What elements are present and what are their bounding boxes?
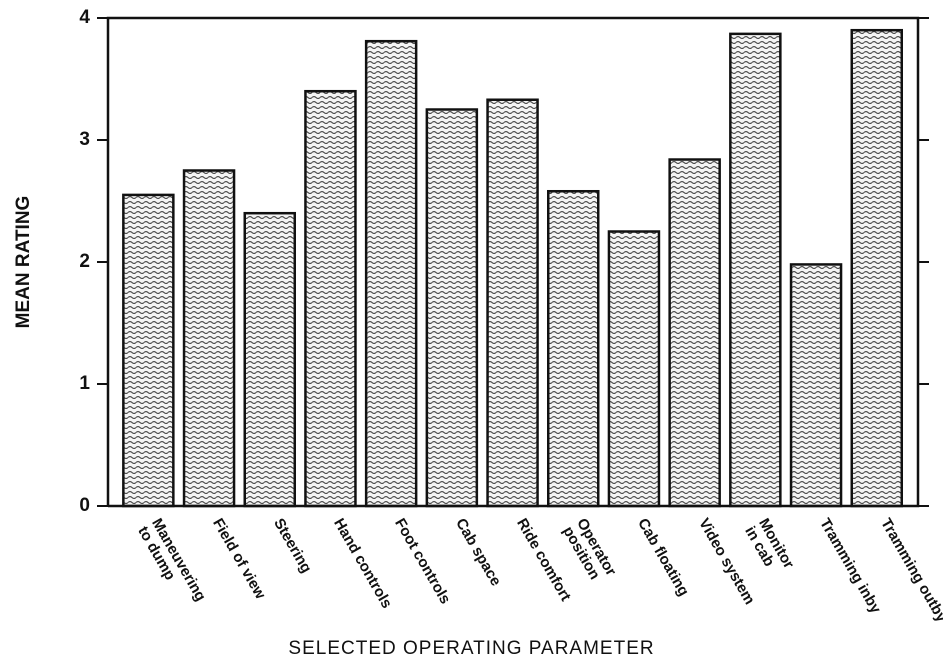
bar — [364, 39, 418, 508]
bar — [304, 89, 357, 508]
x-axis-title: SELECTED OPERATING PARAMETER — [288, 638, 655, 659]
bar — [182, 169, 236, 508]
bar — [850, 28, 903, 508]
bar — [789, 263, 843, 508]
y-tick-label: 4 — [79, 7, 90, 28]
y-tick-label: 0 — [79, 495, 90, 516]
bar — [122, 193, 175, 508]
y-tick-label: 3 — [79, 129, 90, 150]
y-tick-label: 1 — [79, 373, 90, 394]
bars — [122, 28, 903, 508]
y-axis-title: MEAN RATING — [13, 196, 34, 329]
bar — [547, 189, 600, 508]
bar — [607, 230, 661, 508]
bar — [486, 98, 539, 508]
bar — [729, 32, 782, 508]
bar — [425, 108, 479, 508]
bar — [668, 158, 721, 508]
bar — [243, 211, 296, 508]
y-tick-label: 2 — [79, 251, 90, 272]
